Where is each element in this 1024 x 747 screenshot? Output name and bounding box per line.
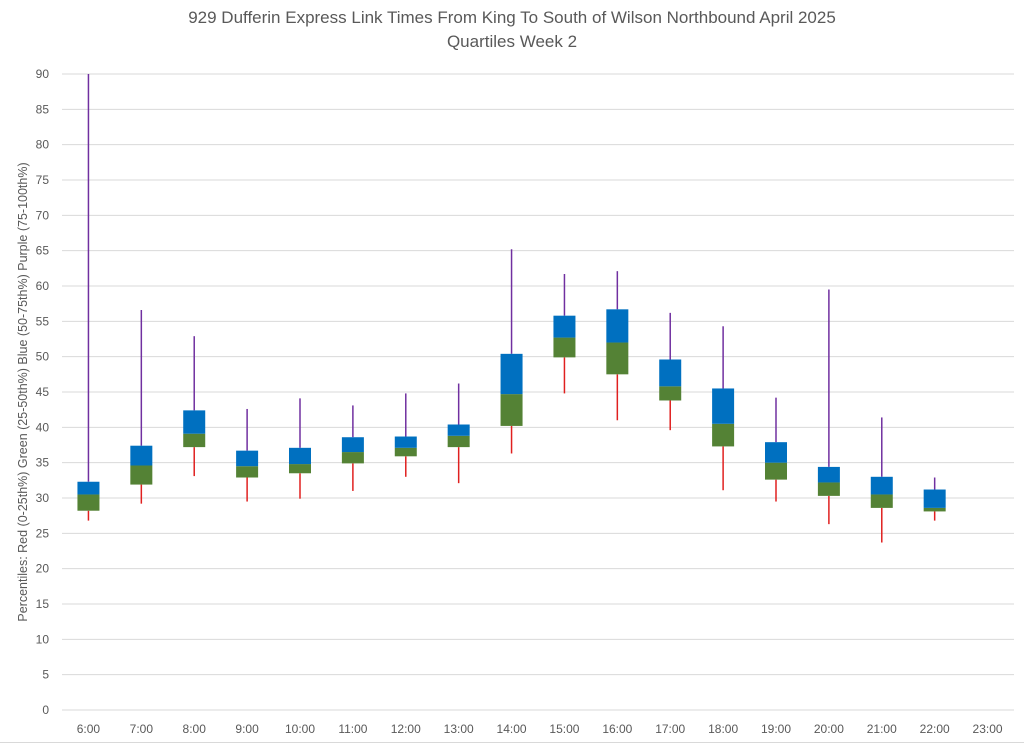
box-20:00 (817, 289, 840, 525)
lower-box (659, 386, 682, 401)
y-tick-label: 35 (36, 456, 50, 470)
box-19:00 (765, 397, 787, 502)
box-18:00 (712, 326, 735, 491)
x-tick-label: 20:00 (814, 722, 844, 736)
y-tick-label: 0 (42, 703, 49, 717)
lower-box (870, 494, 893, 508)
upper-box (130, 445, 153, 466)
box-11:00 (341, 405, 364, 491)
upper-box (765, 442, 787, 463)
x-tick-label: 10:00 (285, 722, 315, 736)
box-14:00 (500, 249, 523, 454)
upper-box (236, 450, 259, 467)
x-tick-label: 15:00 (549, 722, 579, 736)
y-tick-label: 75 (36, 173, 50, 187)
y-tick-label: 20 (36, 562, 50, 576)
box-17:00 (659, 312, 682, 431)
upper-box (870, 476, 893, 495)
y-tick-label: 60 (36, 279, 50, 293)
y-tick-label: 30 (36, 491, 50, 505)
chart-subtitle: Quartiles Week 2 (447, 32, 577, 51)
lower-box (447, 435, 470, 448)
y-tick-label: 55 (36, 314, 50, 328)
box-8:00 (183, 336, 206, 477)
x-tick-label: 19:00 (761, 722, 791, 736)
y-tick-label: 45 (36, 385, 50, 399)
x-tick-label: 8:00 (183, 722, 207, 736)
x-tick-label: 13:00 (444, 722, 474, 736)
upper-box (289, 447, 311, 465)
lower-box (817, 482, 840, 496)
x-tick-label: 12:00 (391, 722, 421, 736)
y-tick-label: 85 (36, 102, 50, 116)
lower-box (712, 423, 735, 447)
y-axis-ticks: 0 5 10 15 20 25 30 35 40 45 50 55 60 65 70 75 80 85 90 (36, 67, 50, 717)
x-axis-ticks: 6:00 7:00 8:00 9:00 10:00 11:00 12:00 13:00 14:0… (77, 722, 1003, 736)
x-tick-label: 6:00 (77, 722, 101, 736)
lower-box (923, 507, 946, 512)
x-tick-label: 23:00 (973, 722, 1003, 736)
box-22:00 (923, 477, 946, 521)
upper-box (447, 424, 470, 436)
lower-box (236, 466, 259, 478)
y-tick-label: 80 (36, 138, 50, 152)
box-series (77, 74, 946, 543)
y-tick-label: 50 (36, 350, 50, 364)
gridlines (62, 73, 1014, 711)
y-tick-label: 90 (36, 67, 50, 81)
upper-box (712, 388, 735, 424)
box-12:00 (394, 393, 417, 477)
upper-box (606, 309, 629, 343)
box-9:00 (236, 408, 259, 502)
bottom-border (0, 742, 1024, 743)
lower-box (130, 465, 153, 485)
upper-box (394, 436, 417, 448)
upper-box (77, 481, 100, 495)
upper-box (500, 353, 523, 395)
y-tick-label: 65 (36, 244, 50, 258)
x-tick-label: 21:00 (867, 722, 897, 736)
upper-box (923, 489, 946, 508)
lower-box (606, 342, 629, 375)
upper-box (183, 410, 206, 434)
x-tick-label: 22:00 (920, 722, 950, 736)
x-tick-label: 14:00 (497, 722, 527, 736)
upper-box (553, 315, 576, 338)
box-10:00 (289, 398, 311, 499)
box-16:00 (606, 271, 629, 421)
y-tick-label: 40 (36, 420, 50, 434)
box-21:00 (870, 417, 893, 543)
upper-box (659, 359, 682, 387)
y-tick-label: 25 (36, 526, 50, 540)
x-tick-label: 11:00 (338, 722, 367, 736)
upper-box (341, 437, 364, 453)
y-tick-label: 5 (42, 668, 49, 682)
x-tick-label: 18:00 (708, 722, 738, 736)
lower-box (553, 337, 576, 358)
lower-box (183, 433, 206, 448)
lower-box (765, 462, 787, 480)
box-6:00 (77, 74, 100, 521)
x-tick-label: 7:00 (130, 722, 154, 736)
upper-box (817, 466, 840, 483)
x-tick-label: 17:00 (655, 722, 685, 736)
y-axis-label: Percentiles: Red (0-25th%) Green (25-50t… (16, 162, 30, 621)
y-tick-label: 70 (36, 208, 50, 222)
box-7:00 (130, 310, 153, 504)
y-tick-label: 10 (36, 632, 50, 646)
lower-box (500, 394, 523, 426)
x-tick-label: 16:00 (602, 722, 632, 736)
lower-box (341, 452, 364, 464)
box-13:00 (447, 383, 470, 484)
lower-box (394, 447, 417, 457)
x-tick-label: 9:00 (235, 722, 259, 736)
chart-title: 929 Dufferin Express Link Times From Kin… (188, 8, 836, 27)
lower-box (289, 464, 311, 474)
y-tick-label: 15 (36, 597, 50, 611)
lower-box (77, 494, 100, 511)
box-15:00 (553, 273, 576, 394)
